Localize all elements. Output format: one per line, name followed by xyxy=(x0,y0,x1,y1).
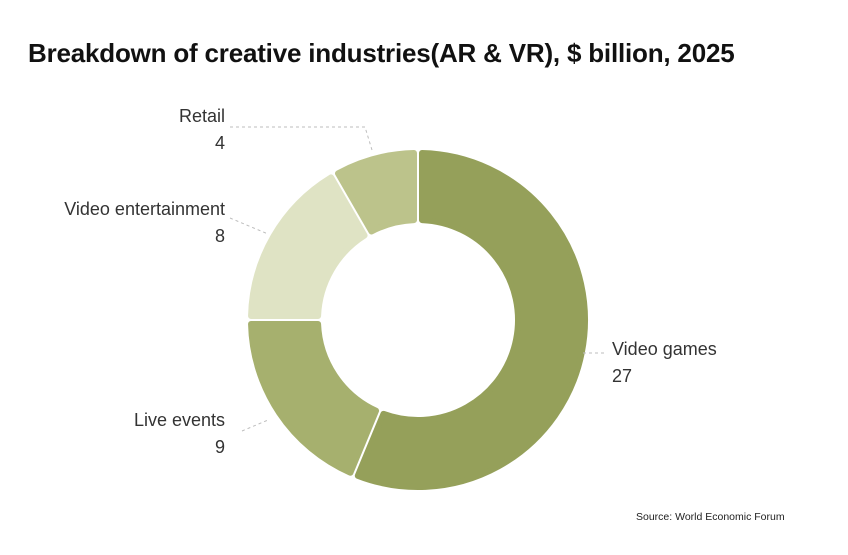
slice-labels: Video games 27 Live events 9 Video entertain… xyxy=(64,106,717,457)
slice-live-events xyxy=(248,320,380,476)
leader-line-live-events xyxy=(241,419,269,432)
slice-value-video-entertainment: 8 xyxy=(215,226,225,246)
chart-title: Breakdown of creative industries(AR & VR… xyxy=(28,38,735,68)
slice-value-video-games: 27 xyxy=(612,366,632,386)
donut-slices xyxy=(248,150,588,490)
leader-lines xyxy=(229,126,607,432)
slice-label-retail: Retail xyxy=(179,106,225,126)
slice-retail xyxy=(334,150,418,235)
slice-video-entertainment xyxy=(248,174,368,320)
slice-value-live-events: 9 xyxy=(215,437,225,457)
slice-label-video-entertainment: Video entertainment xyxy=(64,199,225,219)
slice-video-games xyxy=(354,150,588,490)
slice-value-retail: 4 xyxy=(215,133,225,153)
leader-line-retail xyxy=(230,126,373,151)
leader-line-video-entertainment xyxy=(229,217,269,235)
source-note: Source: World Economic Forum xyxy=(636,511,785,523)
slice-label-live-events: Live events xyxy=(134,410,225,430)
slice-label-video-games: Video games xyxy=(612,339,717,359)
